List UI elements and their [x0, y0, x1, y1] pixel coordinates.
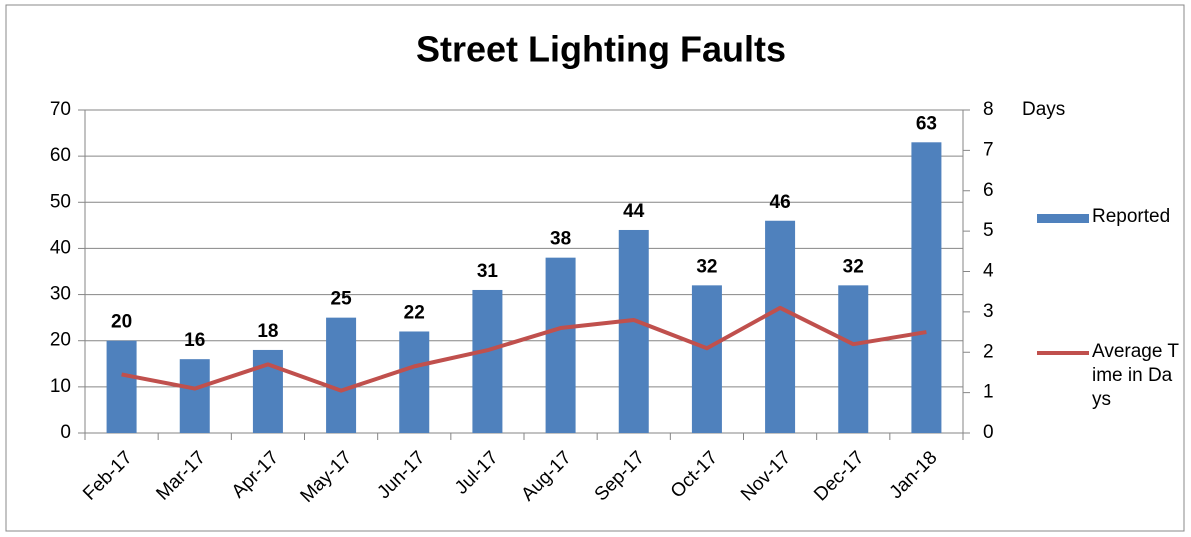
data-label: 18 [257, 321, 278, 342]
y2-tick-label: 0 [983, 422, 994, 443]
y-tick-label: 20 [50, 330, 71, 351]
bar [691, 285, 722, 433]
line [121, 305, 927, 393]
y-tick-label: 40 [50, 237, 71, 258]
bar [618, 229, 649, 433]
data-label: 31 [477, 261, 499, 282]
y2-axis-label: Days [1022, 99, 1065, 120]
y2-tick-label: 4 [983, 261, 994, 282]
y-tick-label: 70 [50, 99, 71, 120]
y-tick-label: 60 [50, 145, 71, 166]
data-label: 32 [843, 256, 864, 277]
data-label: 20 [111, 312, 132, 333]
data-label: 44 [623, 201, 645, 222]
y2-tick-label: 1 [983, 382, 994, 403]
y-tick-label: 0 [60, 422, 71, 443]
bar [179, 359, 210, 433]
data-label: 46 [770, 192, 791, 213]
legend-label: Average Time in Days [1092, 341, 1179, 410]
data-label: 22 [404, 303, 425, 324]
y2-tick-label: 6 [983, 180, 994, 201]
y2-tick-label: 3 [983, 301, 994, 322]
data-label: 63 [916, 113, 937, 134]
y2-tick-label: 8 [983, 99, 994, 120]
y-tick-label: 50 [50, 191, 71, 212]
y-tick-label: 30 [50, 284, 71, 305]
data-label: 16 [184, 330, 205, 351]
chart-border [5, 4, 1185, 532]
y2-tick-label: 2 [983, 341, 994, 362]
chart-title: Street Lighting Faults [416, 29, 786, 70]
bar [911, 142, 942, 434]
data-label: 32 [696, 256, 717, 277]
y2-tick-label: 5 [983, 220, 994, 241]
legend-swatch [1037, 214, 1089, 223]
bar [472, 289, 503, 433]
data-label: 38 [550, 229, 571, 250]
bar [545, 257, 576, 433]
bar [326, 317, 357, 433]
y-tick-label: 10 [50, 376, 71, 397]
bar [765, 220, 796, 433]
bar [838, 285, 869, 433]
data-label: 25 [331, 289, 353, 310]
y2-tick-label: 7 [983, 139, 994, 160]
bar [399, 331, 430, 433]
bar [106, 340, 137, 433]
legend-label: Reported [1092, 206, 1171, 227]
